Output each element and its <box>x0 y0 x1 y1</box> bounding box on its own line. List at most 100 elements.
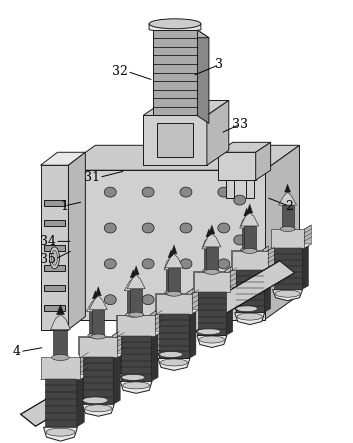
Polygon shape <box>117 331 162 335</box>
Polygon shape <box>234 305 260 315</box>
Polygon shape <box>89 296 107 310</box>
Ellipse shape <box>126 312 140 317</box>
Bar <box>242 228 252 250</box>
Polygon shape <box>232 266 275 270</box>
Polygon shape <box>124 278 142 291</box>
Ellipse shape <box>46 428 75 436</box>
Polygon shape <box>119 373 147 385</box>
Bar <box>120 333 146 373</box>
Polygon shape <box>241 213 259 226</box>
Text: 33: 33 <box>232 118 248 131</box>
Polygon shape <box>120 381 152 393</box>
Polygon shape <box>127 275 145 289</box>
Polygon shape <box>273 290 303 301</box>
Ellipse shape <box>237 313 262 320</box>
Ellipse shape <box>167 291 181 296</box>
Bar <box>130 289 142 315</box>
Polygon shape <box>271 244 311 248</box>
Polygon shape <box>206 229 212 237</box>
Polygon shape <box>133 266 139 275</box>
Polygon shape <box>109 350 116 396</box>
Polygon shape <box>247 204 253 213</box>
Polygon shape <box>155 307 193 311</box>
Polygon shape <box>202 237 216 249</box>
Ellipse shape <box>275 290 300 297</box>
Ellipse shape <box>242 249 257 253</box>
Polygon shape <box>50 315 70 330</box>
Bar <box>159 314 189 358</box>
Bar <box>117 315 155 335</box>
Polygon shape <box>285 184 291 192</box>
Polygon shape <box>194 288 237 292</box>
Polygon shape <box>20 261 294 426</box>
Ellipse shape <box>104 187 116 197</box>
Polygon shape <box>263 246 269 267</box>
Bar <box>157 124 193 157</box>
Polygon shape <box>95 287 101 296</box>
Ellipse shape <box>218 295 230 305</box>
Ellipse shape <box>142 295 154 305</box>
Ellipse shape <box>204 269 219 274</box>
Polygon shape <box>193 285 231 289</box>
Polygon shape <box>268 247 275 270</box>
Bar <box>235 267 259 305</box>
Text: 31: 31 <box>84 171 100 184</box>
Polygon shape <box>218 152 256 180</box>
Bar <box>155 293 187 311</box>
Ellipse shape <box>236 306 257 311</box>
Polygon shape <box>43 427 77 441</box>
Bar <box>196 289 222 327</box>
Polygon shape <box>41 165 68 330</box>
Polygon shape <box>82 404 114 416</box>
Polygon shape <box>244 208 250 216</box>
Polygon shape <box>264 266 271 313</box>
Bar <box>274 248 301 290</box>
Polygon shape <box>231 263 269 267</box>
Polygon shape <box>192 290 199 314</box>
Ellipse shape <box>91 334 106 339</box>
Polygon shape <box>158 358 190 370</box>
Polygon shape <box>279 192 297 205</box>
Bar <box>232 251 268 270</box>
Bar <box>116 315 150 333</box>
Ellipse shape <box>88 333 103 338</box>
Bar <box>198 292 226 335</box>
Ellipse shape <box>180 187 192 197</box>
Polygon shape <box>168 250 174 258</box>
Polygon shape <box>203 234 221 247</box>
Polygon shape <box>60 145 299 170</box>
Polygon shape <box>240 216 254 228</box>
Ellipse shape <box>49 247 59 269</box>
Bar <box>78 335 112 354</box>
Polygon shape <box>165 254 183 268</box>
Bar <box>204 249 214 271</box>
Polygon shape <box>197 30 209 124</box>
Ellipse shape <box>123 382 150 389</box>
Ellipse shape <box>142 223 154 233</box>
Polygon shape <box>226 288 233 335</box>
Bar <box>194 272 230 292</box>
Polygon shape <box>146 329 152 373</box>
Polygon shape <box>157 350 185 361</box>
Bar <box>89 311 101 335</box>
Ellipse shape <box>52 250 58 265</box>
Polygon shape <box>80 353 88 379</box>
Polygon shape <box>265 145 299 319</box>
Bar <box>43 220 65 226</box>
Polygon shape <box>301 244 309 290</box>
Ellipse shape <box>149 19 201 29</box>
Polygon shape <box>164 258 178 270</box>
Polygon shape <box>116 329 156 333</box>
Ellipse shape <box>104 259 116 269</box>
Ellipse shape <box>121 374 145 381</box>
Polygon shape <box>155 311 162 335</box>
Bar <box>54 330 67 358</box>
Bar <box>127 291 139 315</box>
Polygon shape <box>187 289 193 311</box>
Polygon shape <box>68 152 85 330</box>
Ellipse shape <box>142 187 154 197</box>
Polygon shape <box>259 263 265 305</box>
Ellipse shape <box>203 269 215 273</box>
Polygon shape <box>218 142 271 152</box>
Polygon shape <box>86 299 104 311</box>
